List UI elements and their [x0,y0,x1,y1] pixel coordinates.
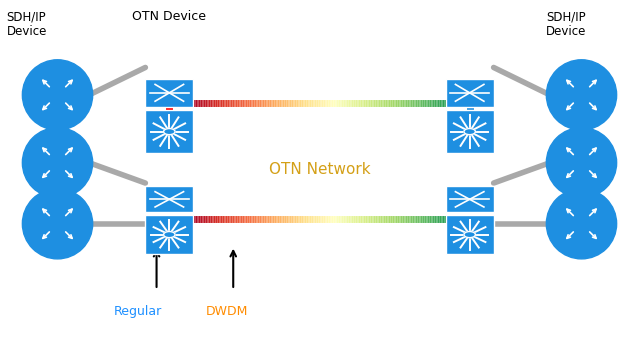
Circle shape [464,232,475,238]
FancyBboxPatch shape [146,215,193,254]
Text: SDH/IP
Device: SDH/IP Device [6,10,47,38]
Text: Regular: Regular [113,305,162,318]
Ellipse shape [546,127,617,198]
Circle shape [164,128,175,135]
Text: DWDM: DWDM [206,305,248,318]
FancyBboxPatch shape [446,215,493,254]
FancyBboxPatch shape [446,186,493,212]
FancyBboxPatch shape [146,110,193,153]
Text: OTN Network: OTN Network [268,162,371,177]
FancyBboxPatch shape [446,110,493,153]
Circle shape [164,232,175,238]
Ellipse shape [22,127,93,198]
Ellipse shape [22,188,93,259]
FancyBboxPatch shape [146,79,193,107]
Text: OTN Device: OTN Device [132,10,206,23]
FancyBboxPatch shape [446,79,493,107]
Ellipse shape [22,60,93,130]
Ellipse shape [546,188,617,259]
FancyBboxPatch shape [146,186,193,212]
Text: SDH/IP
Device: SDH/IP Device [546,10,587,38]
Ellipse shape [546,60,617,130]
Circle shape [464,128,475,135]
